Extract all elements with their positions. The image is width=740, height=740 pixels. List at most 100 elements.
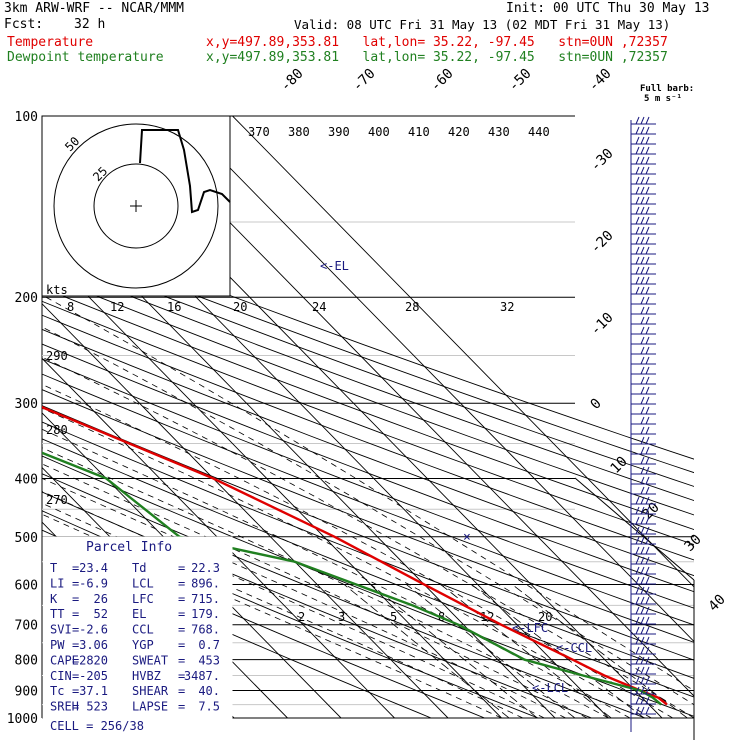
barb-flag — [640, 586, 645, 595]
mixing-ratio-line — [511, 584, 688, 718]
barb-flag — [645, 446, 650, 455]
barb-flag — [640, 246, 645, 255]
dry-adiabat-line — [42, 373, 694, 626]
pressure-tick-label: 400 — [15, 472, 38, 487]
wind-barb — [631, 576, 656, 585]
theta-label: 410 — [408, 125, 430, 139]
barb-flag — [640, 156, 645, 165]
parcel-value: 52 — [94, 607, 108, 621]
barb-flag — [640, 356, 645, 365]
mixing-ratio-line — [370, 584, 538, 718]
theta-e-label: 24 — [312, 300, 326, 314]
pressure-tick-label: 300 — [15, 397, 38, 412]
dewpoint-legend-info: x,y=497.89,353.81 lat,lon= 35.22, -97.45… — [206, 50, 668, 65]
barb-flag — [640, 396, 645, 405]
parcel-eq: = — [72, 653, 79, 667]
barb-flag — [635, 676, 640, 685]
barb-flag — [640, 556, 645, 565]
pressure-tick-label: 500 — [15, 531, 38, 546]
barb-flag — [645, 436, 650, 445]
dry-adiabat-line — [42, 343, 694, 593]
barb-flag — [640, 536, 645, 545]
theta-label: 370 — [248, 125, 270, 139]
parcel-eq: = — [178, 561, 185, 575]
barb-flag — [645, 596, 650, 605]
wind-barb — [631, 256, 656, 265]
barb-flag — [635, 146, 640, 155]
barb-flag — [645, 396, 650, 405]
barb-flag — [640, 696, 645, 705]
barb-flag — [645, 206, 650, 215]
parcel-label: TT — [50, 607, 64, 621]
pressure-tick-label: 600 — [15, 578, 38, 593]
wind-barb — [631, 546, 656, 555]
pressure-tick-label: 1000 — [7, 712, 38, 727]
parcel-label: LCL — [132, 576, 154, 590]
parcel-eq: = — [72, 638, 79, 652]
parcel-label: EL — [132, 607, 146, 621]
barb-flag — [645, 366, 650, 375]
wind-barb — [631, 596, 656, 605]
barb-flag — [645, 316, 650, 325]
barb-flag — [635, 656, 640, 665]
parcel-label: Tc — [50, 684, 64, 698]
barb-flag — [640, 686, 645, 695]
isotherm-label: 30 — [682, 532, 705, 555]
barb-flag — [640, 176, 645, 185]
wind-barb — [631, 566, 656, 575]
dry-adiabat-line — [42, 473, 646, 718]
theta-label: 390 — [328, 125, 350, 139]
parcel-eq: = — [178, 653, 185, 667]
wind-barb — [631, 346, 656, 355]
barb-flag — [640, 226, 645, 235]
barb-flag — [635, 236, 640, 245]
parcel-value: 2820 — [79, 653, 108, 667]
parcel-eq: = — [72, 607, 79, 621]
barb-flag — [645, 616, 650, 625]
wind-barb — [631, 486, 656, 495]
hodograph-ring-25 — [93, 163, 179, 249]
wind-barb — [631, 286, 656, 295]
parcel-cell: CELL = 256/38 — [50, 719, 144, 733]
barb-flag — [645, 526, 650, 535]
barb-flag — [640, 476, 645, 485]
barb-flag — [635, 596, 640, 605]
wind-barb — [631, 426, 656, 435]
wind-barb — [631, 396, 656, 405]
pressure-tick-label: 800 — [15, 654, 38, 669]
wind-barb — [631, 186, 656, 195]
barb-flag — [645, 626, 650, 635]
barb-flag — [645, 276, 650, 285]
parcel-label: T — [50, 561, 57, 575]
barb-flag — [640, 486, 645, 495]
parcel-eq: = — [72, 576, 79, 590]
wind-barb — [631, 616, 656, 625]
barb-flag — [635, 516, 640, 525]
wind-barb — [631, 696, 656, 705]
barb-flag — [635, 546, 640, 555]
barb-flag — [640, 126, 645, 135]
barb-flag — [645, 696, 650, 705]
wind-barb — [631, 336, 656, 345]
pressure-tick-label: 700 — [15, 619, 38, 634]
barb-flag — [640, 626, 645, 635]
moist-adiabat-line — [42, 383, 673, 718]
hodograph-trace — [139, 129, 231, 214]
barb-flag — [645, 476, 650, 485]
wind-barb — [631, 676, 656, 685]
dry-adiabat-line — [42, 300, 694, 546]
barb-flag — [635, 156, 640, 165]
barb-flag — [640, 456, 645, 465]
barb-flag — [645, 536, 650, 545]
barb-flag — [640, 546, 645, 555]
barb-flag — [640, 466, 645, 475]
dry-adiabat-line — [42, 328, 694, 577]
theta-e-label: 28 — [405, 300, 419, 314]
barb-flag — [640, 236, 645, 245]
barb-flag — [640, 596, 645, 605]
moist-adiabat-line — [42, 502, 524, 718]
barb-flag — [635, 696, 640, 705]
mixing-ratio-line — [471, 584, 645, 718]
wind-barb — [631, 306, 656, 315]
wind-barb — [631, 456, 656, 465]
